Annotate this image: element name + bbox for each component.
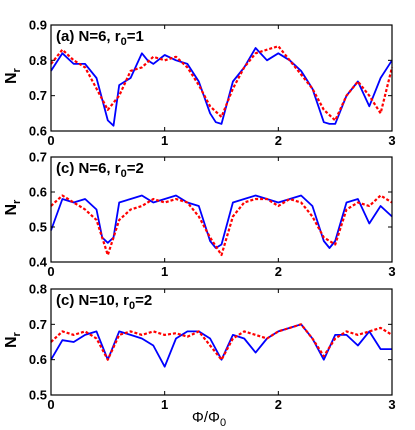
x-tick-label: 1 (161, 133, 168, 148)
x-tick-label: 0 (47, 133, 54, 148)
panel-3: 0.5 0.6 0.7 0.8 0 1 2 3 (c) N=10, r0=2 Nr (3, 282, 396, 413)
x-axis-label: Φ/Φ0 (192, 409, 226, 429)
axes-frame (50, 24, 393, 132)
axes-frame (50, 288, 393, 396)
x-tick-label: 2 (275, 397, 282, 412)
series-red-dotted (50, 45, 394, 122)
plot-area (51, 25, 392, 131)
y-tick-label: 0.8 (29, 53, 47, 68)
x-tick-label: 1 (161, 264, 168, 279)
panel-title: (c) N=6, r0=2 (56, 160, 144, 180)
plot-area (51, 289, 392, 395)
y-tick-label: 0.7 (29, 317, 47, 332)
x-tick-label: 3 (388, 264, 395, 279)
x-tick-label: 3 (388, 133, 395, 148)
y-tick-label: 0.5 (29, 220, 47, 235)
y-tick-label: 0.7 (29, 150, 47, 165)
x-tick-label: 2 (275, 133, 282, 148)
panel-title: (a) N=6, r0=1 (56, 28, 144, 48)
y-tick-label: 0.4 (29, 255, 48, 270)
y-axis-label: Nr (3, 67, 23, 84)
panel-title: (c) N=10, r0=2 (56, 292, 152, 312)
x-tick-label: 1 (161, 397, 168, 412)
panel-1: 0.6 0.7 0.8 0.9 0 1 2 3 (a) N=6, r0=1 Nr (3, 18, 396, 149)
y-tick-label: 0.6 (29, 185, 47, 200)
x-tick-label: 0 (47, 264, 54, 279)
x-tick-label: 2 (275, 264, 282, 279)
series-red-dotted (50, 323, 393, 361)
y-tick-label: 0.7 (29, 88, 47, 103)
series-blue-solid (50, 47, 393, 127)
axes-frame (50, 156, 393, 263)
panel-2: 0.4 0.5 0.6 0.7 0 1 2 3 (c) N=6, r0=2 Nr (3, 150, 396, 280)
y-tick-label: 0.5 (29, 388, 47, 403)
x-tick-label: 3 (388, 397, 395, 412)
y-tick-label: 0.6 (29, 352, 47, 367)
y-axis-label: Nr (3, 331, 23, 348)
series-red-dotted (50, 194, 393, 257)
x-tick-label: 0 (47, 397, 54, 412)
y-tick-label: 0.6 (29, 124, 47, 139)
y-tick-label: 0.9 (29, 18, 47, 33)
y-axis-label: Nr (3, 199, 23, 216)
y-tick-label: 0.8 (29, 282, 47, 297)
